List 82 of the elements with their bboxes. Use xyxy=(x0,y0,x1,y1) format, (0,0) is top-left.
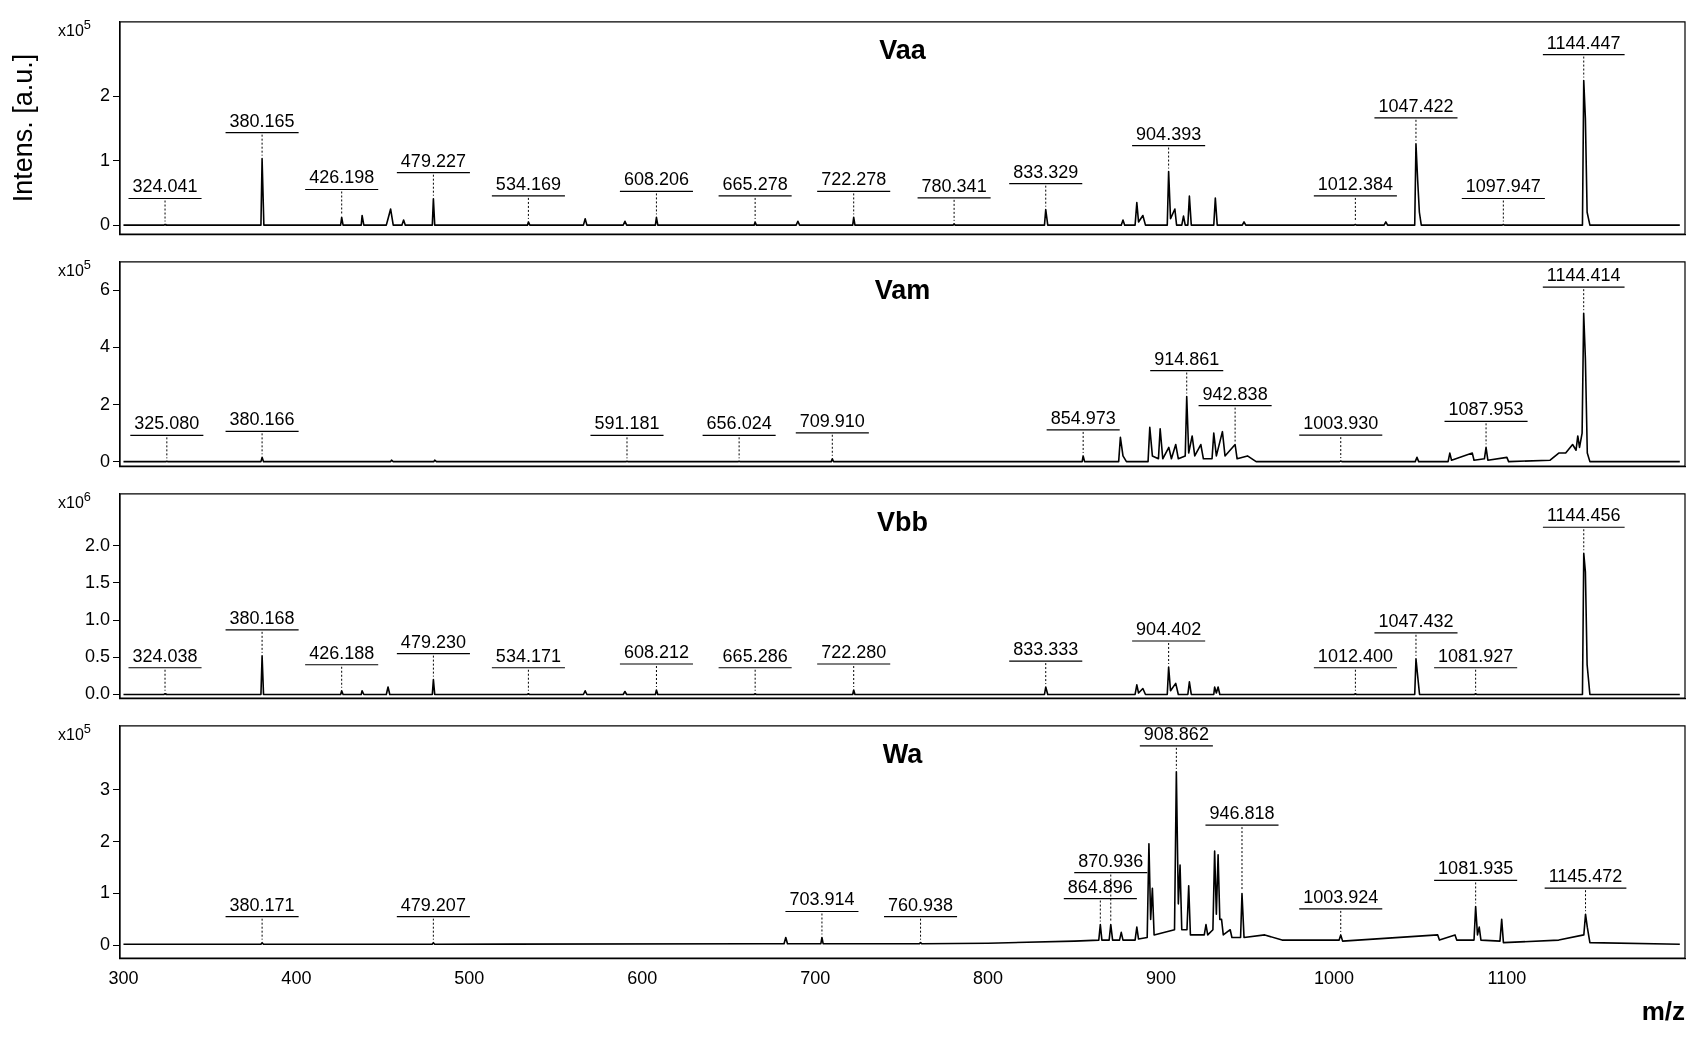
text: Vam xyxy=(874,275,931,306)
y-tick-label: 2 xyxy=(99,393,110,414)
annotation: 325.080 xyxy=(134,413,200,434)
annotation: 946.818 xyxy=(1209,803,1275,824)
annotation: 380.165 xyxy=(229,110,295,131)
annotation: 324.041 xyxy=(132,176,198,197)
annotation: 324.038 xyxy=(132,645,198,666)
x-tick-label: 500 xyxy=(454,967,485,988)
annotation: 479.207 xyxy=(400,894,466,915)
annotation: 1087.953 xyxy=(1448,399,1524,420)
annotation: 780.341 xyxy=(921,175,987,196)
x-tick-label: 1000 xyxy=(1313,967,1354,988)
annotation: 908.862 xyxy=(1143,723,1209,744)
y-tick-label: 1 xyxy=(99,149,110,170)
annotation: 479.227 xyxy=(400,150,466,171)
x-tick-label: 900 xyxy=(1146,967,1177,988)
y-tick-label: 0.0 xyxy=(84,683,110,704)
annotation: 656.024 xyxy=(706,413,772,434)
annotation: 479.230 xyxy=(400,631,466,652)
annotation: 665.286 xyxy=(722,645,788,666)
annotation: 904.393 xyxy=(1136,123,1202,144)
y-tick-label: 2 xyxy=(99,830,110,851)
y-tick-label: 6 xyxy=(99,279,110,300)
y-tick-label: 3 xyxy=(99,778,110,799)
annotation: 722.278 xyxy=(821,169,887,190)
annotation: 942.838 xyxy=(1202,383,1268,404)
annotation: 709.910 xyxy=(799,410,865,431)
annotation: 608.212 xyxy=(623,641,689,662)
x-tick-label: 800 xyxy=(973,967,1004,988)
y-tick-label: 4 xyxy=(99,336,110,357)
annotation: 426.198 xyxy=(309,167,375,188)
annotation: 1097.947 xyxy=(1465,176,1541,197)
annotation: 722.280 xyxy=(821,641,887,662)
annotation: 864.896 xyxy=(1067,876,1133,897)
annotation: 833.333 xyxy=(1013,639,1079,660)
x-tick-label: 1100 xyxy=(1487,967,1527,988)
annotation: 904.402 xyxy=(1136,618,1202,639)
x-tick-label: 700 xyxy=(800,967,831,988)
annotation: 534.169 xyxy=(495,173,561,194)
x-axis-title: m/z xyxy=(1641,995,1685,1026)
y-tick-label: 0.5 xyxy=(84,646,110,667)
annotation: 760.938 xyxy=(888,894,954,915)
annotation: 380.168 xyxy=(229,607,295,628)
annotation: 608.206 xyxy=(623,169,689,190)
annotation: 914.861 xyxy=(1154,348,1220,369)
y-tick-label: 1.5 xyxy=(84,571,110,592)
annotation: 1047.432 xyxy=(1378,610,1454,631)
annotation: 665.278 xyxy=(722,173,788,194)
y-tick-label: 2 xyxy=(99,85,110,106)
annotation: 1012.384 xyxy=(1317,173,1393,194)
y-tick-label: 0 xyxy=(99,934,110,955)
annotation: 534.171 xyxy=(495,645,561,666)
annotation: 1003.930 xyxy=(1303,413,1379,434)
y-tick-label: 0 xyxy=(99,214,110,235)
annotation: 426.188 xyxy=(309,642,375,663)
x-tick-label: 600 xyxy=(627,967,658,988)
annotation: 380.171 xyxy=(229,894,295,915)
annotation: 1081.935 xyxy=(1438,858,1514,879)
x-tick-label: 300 xyxy=(108,967,139,988)
y-tick-label: 2.0 xyxy=(84,534,110,555)
annotation: 1012.400 xyxy=(1317,645,1393,666)
annotation: 703.914 xyxy=(789,889,855,910)
annotation: 870.936 xyxy=(1078,850,1144,871)
y-axis-title: Intens. [a.u.] xyxy=(7,53,38,203)
annotation: 833.329 xyxy=(1013,161,1079,182)
text: Vaa xyxy=(879,35,927,66)
annotation: 1144.414 xyxy=(1546,265,1621,286)
annotation: 1144.456 xyxy=(1546,505,1621,526)
annotation: 380.166 xyxy=(229,409,295,430)
text: Wa xyxy=(882,739,924,770)
y-tick-label: 1 xyxy=(99,882,110,903)
annotation: 1145.472 xyxy=(1548,866,1623,887)
annotation: 1003.924 xyxy=(1303,886,1379,907)
text: Vbb xyxy=(877,507,928,538)
y-tick-label: 1.0 xyxy=(84,609,110,630)
y-tick-label: 0 xyxy=(99,450,110,471)
x-tick-label: 400 xyxy=(281,967,312,988)
annotation: 1047.422 xyxy=(1378,95,1454,116)
annotation: 1081.927 xyxy=(1438,645,1514,666)
annotation: 591.181 xyxy=(594,413,660,434)
annotation: 1144.447 xyxy=(1546,32,1621,53)
annotation: 854.973 xyxy=(1050,407,1116,428)
